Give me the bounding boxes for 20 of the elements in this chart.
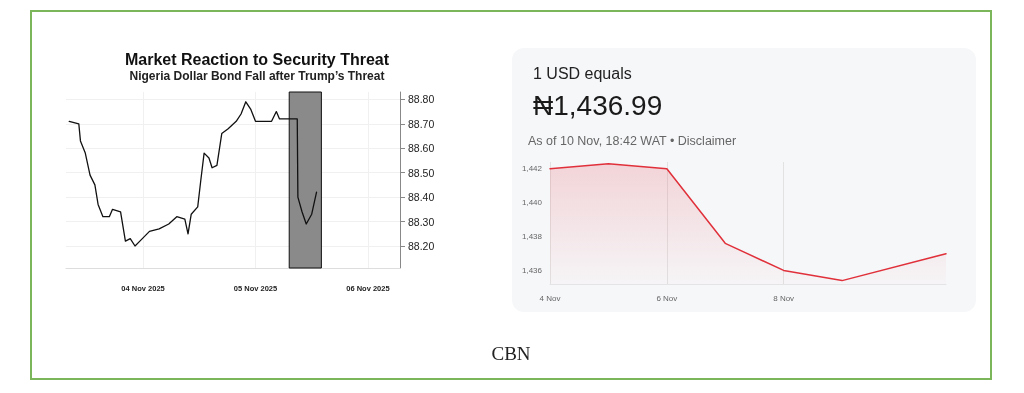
y-tick-label: 88.30 — [408, 215, 435, 228]
y-tick-label: 88.50 — [408, 166, 435, 179]
chart-title: Market Reaction to Security Threat — [124, 50, 390, 68]
chart-title: 1 USD equals — [533, 64, 632, 82]
y-tick-label: 88.40 — [408, 191, 435, 204]
text: As of 10 Nov, 18:42 WAT • Disclaimer — [528, 133, 737, 148]
chart-subtitle: Nigeria Dollar Bond Fall after Trump’s Threat — [129, 69, 385, 83]
x-tick-label: 6 Nov — [656, 293, 678, 303]
x-tick-label: 4 Nov — [539, 293, 561, 303]
chart-subtitle: ₦1,436.99 — [533, 89, 663, 121]
y-tick-label: 88.70 — [408, 117, 435, 130]
y-tick-label: 1,442 — [521, 164, 543, 174]
y-tick-label: 88.20 — [408, 240, 435, 252]
x-tick-label: 8 Nov — [773, 293, 795, 303]
y-tick-label: 1,440 — [521, 198, 543, 208]
text: CBN — [491, 343, 531, 364]
y-tick-label: 88.60 — [408, 142, 435, 155]
y-tick-label: 88.80 — [408, 93, 435, 106]
y-tick-label: 1,436 — [521, 265, 543, 275]
y-tick-label: 1,438 — [521, 232, 543, 242]
